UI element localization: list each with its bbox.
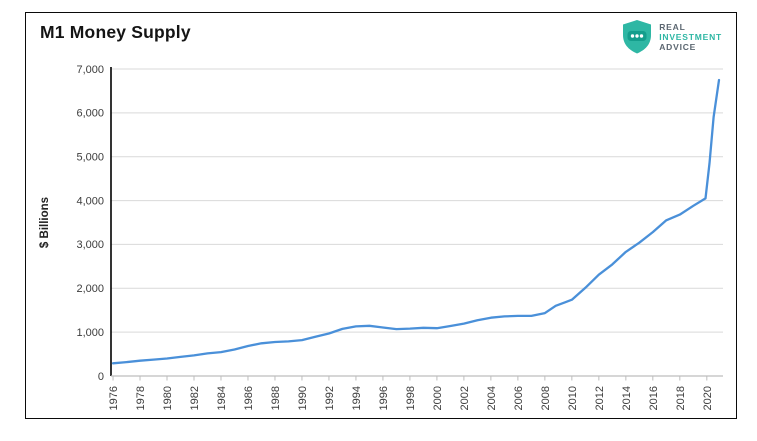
logo-line-advice: ADVICE: [659, 41, 697, 52]
x-tick-label: 1986: [243, 386, 255, 410]
y-tick-label: 2,000: [76, 283, 104, 295]
y-axis-title: $ Billions: [39, 197, 51, 248]
m1-series-line: [111, 78, 721, 365]
x-tick-label: 2020: [702, 386, 714, 410]
y-tick-label: 6,000: [76, 108, 104, 120]
x-tick-label: 1976: [108, 386, 120, 410]
y-tick-label: 1,000: [76, 327, 104, 339]
chart-title: M1 Money Supply: [40, 22, 191, 42]
x-tick-label: 1996: [378, 386, 390, 410]
x-tick-label: 2006: [513, 386, 525, 410]
x-tick-label: 2018: [675, 386, 687, 410]
y-tick-label: 4,000: [76, 195, 104, 207]
logo-line-investment: INVESTMENT: [659, 31, 722, 42]
logo-line-real: REAL: [659, 21, 686, 32]
x-tick-label: 2004: [486, 386, 498, 410]
x-tick-label: 1984: [216, 386, 228, 410]
x-tick-label: 2000: [432, 386, 444, 410]
x-tick-label: 1998: [405, 386, 417, 410]
y-tick-label: 0: [98, 371, 104, 383]
logo-wordmark: REAL INVESTMENT ADVICE: [659, 22, 722, 52]
chart-panel: M1 Money Supply REAL INVESTMENT ADVICE 0…: [25, 12, 737, 419]
y-tick-label: 3,000: [76, 239, 104, 251]
x-tick-label: 1994: [351, 386, 363, 410]
x-tick-label: 1980: [162, 386, 174, 410]
x-tick-label: 2012: [594, 386, 606, 410]
x-tick-label: 2014: [621, 386, 633, 410]
x-tick-label: 2010: [567, 386, 579, 410]
line-chart: 0 1,000 2,000 3,000 4,000 5,000 6,000 7,000 $ Bi…: [39, 64, 723, 410]
x-tick-label: 1988: [270, 386, 282, 410]
x-tick-label: 1992: [324, 386, 336, 410]
shield-icon: [623, 20, 652, 54]
x-tick-label: 1990: [297, 386, 309, 410]
x-tick-label: 1982: [189, 386, 201, 410]
x-tick-label: 2008: [540, 386, 552, 410]
x-tick-label: 1978: [135, 386, 147, 410]
x-tick-label: 2002: [459, 386, 471, 410]
y-tick-label: 5,000: [76, 152, 104, 164]
y-tick-label: 7,000: [76, 64, 104, 76]
x-tick-label: 2016: [648, 386, 660, 410]
real-investment-advice-logo: REAL INVESTMENT ADVICE: [621, 19, 722, 54]
